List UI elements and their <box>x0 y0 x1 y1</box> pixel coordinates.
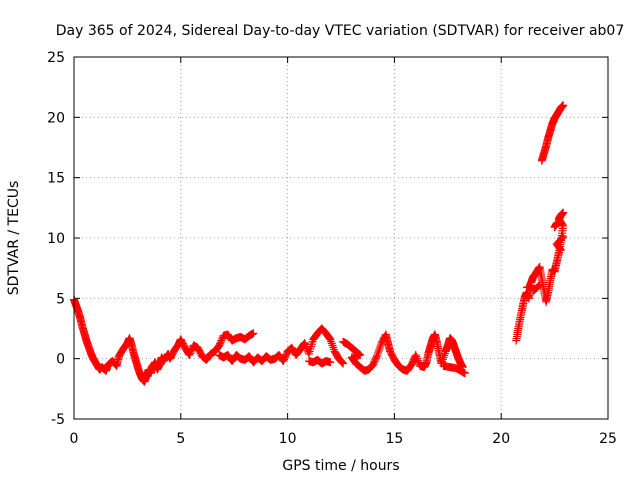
x-tick-label: 25 <box>599 431 617 447</box>
y-tick-label: 15 <box>47 171 65 187</box>
data-point <box>438 357 447 366</box>
y-axis-label: SDTVAR / TECUs <box>6 181 22 296</box>
x-tick-label: 0 <box>70 431 79 447</box>
data-point <box>324 333 333 342</box>
data-point <box>413 356 422 365</box>
data-point <box>556 245 565 254</box>
y-tick-label: -5 <box>51 412 65 428</box>
data-point <box>327 337 336 346</box>
grid <box>74 57 608 419</box>
data-point <box>373 351 382 360</box>
data-point <box>534 282 543 291</box>
data-point <box>301 340 310 349</box>
data-point <box>374 349 383 358</box>
x-tick-label: 15 <box>385 431 403 447</box>
data-point <box>249 329 258 338</box>
data-point <box>555 244 564 253</box>
data-point <box>376 343 385 352</box>
data-point <box>338 358 347 367</box>
data-point <box>438 355 447 364</box>
data-point <box>411 351 420 360</box>
data-point <box>527 282 536 291</box>
data-point <box>326 335 335 344</box>
data-point <box>439 353 448 362</box>
data-point <box>559 101 568 110</box>
y-tick-label: 5 <box>56 291 65 307</box>
x-tick-label: 5 <box>176 431 185 447</box>
data-point <box>460 369 469 378</box>
data-point <box>412 352 421 361</box>
y-tick-label: 0 <box>56 352 65 368</box>
data-point <box>535 281 544 290</box>
data-point <box>376 340 385 349</box>
x-axis-label: GPS time / hours <box>282 458 399 474</box>
data-point <box>557 246 566 255</box>
data-point <box>374 347 383 356</box>
y-tick-label: 20 <box>47 110 65 126</box>
data-point <box>327 339 336 348</box>
data-point <box>375 345 384 354</box>
chart-title: Day 365 of 2024, Sidereal Day-to-day VTE… <box>56 23 625 39</box>
data-point <box>329 343 338 352</box>
data-point <box>326 358 335 367</box>
axis-ticks: 0 5 10 15 20 25 -5 0 5 10 15 20 25 <box>47 50 617 447</box>
plot-frame <box>73 56 609 420</box>
x-tick-label: 20 <box>492 431 510 447</box>
data-point <box>372 352 381 361</box>
y-tick-label: 10 <box>47 231 65 247</box>
data-point <box>300 338 309 347</box>
y-tick-label: 25 <box>47 50 65 66</box>
x-tick-label: 10 <box>279 431 297 447</box>
data-point <box>413 354 422 363</box>
data-point <box>328 341 337 350</box>
data-point <box>440 351 449 360</box>
data-point <box>337 357 346 366</box>
data-point <box>552 219 561 228</box>
data-point <box>339 359 348 368</box>
data-points <box>70 101 568 386</box>
